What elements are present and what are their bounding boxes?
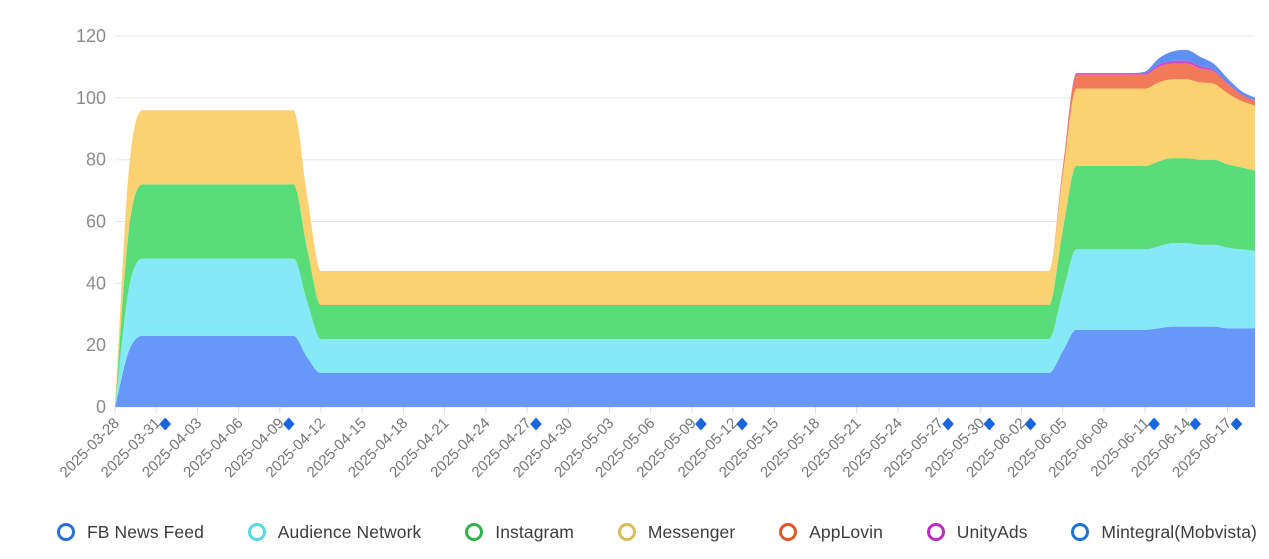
legend-item-audience-network[interactable]: Audience Network bbox=[247, 521, 422, 543]
y-axis-label: 80 bbox=[86, 150, 106, 170]
legend-item-mintegral-mobvista[interactable]: Mintegral(Mobvista) bbox=[1071, 522, 1257, 543]
applovin-ring-icon bbox=[779, 523, 798, 541]
date-flag-diamond[interactable] bbox=[283, 417, 295, 431]
unityads-ring-icon bbox=[926, 523, 945, 541]
legend-label: UnityAds bbox=[956, 521, 1028, 542]
legend-item-fb-news-feed[interactable]: FB News Feed bbox=[57, 522, 204, 543]
legend-item-unityads[interactable]: UnityAds bbox=[926, 521, 1028, 543]
date-flag-diamond[interactable] bbox=[530, 417, 542, 431]
legend-item-messenger[interactable]: Messenger bbox=[617, 521, 736, 543]
stacked-area-chart[interactable]: 0204060801001202025-03-282025-03-312025-… bbox=[0, 0, 1269, 506]
y-axis-label: 120 bbox=[76, 26, 106, 46]
date-flag-diamond[interactable] bbox=[942, 417, 954, 431]
y-axis-label: 0 bbox=[96, 397, 106, 417]
area-series-audience-network[interactable] bbox=[115, 243, 1255, 407]
legend: FB News Feed Audience Network Instagram Mes… bbox=[0, 515, 1269, 549]
instagram-ring-icon bbox=[465, 523, 484, 541]
y-axis-label: 100 bbox=[76, 88, 106, 108]
messenger-ring-icon bbox=[617, 523, 636, 541]
legend-label: Audience Network bbox=[277, 521, 422, 542]
y-axis-label: 60 bbox=[86, 212, 106, 232]
date-flag-diamond[interactable] bbox=[1189, 417, 1202, 431]
date-flag-diamond[interactable] bbox=[1024, 417, 1037, 431]
date-flag-diamond[interactable] bbox=[1148, 417, 1160, 431]
fb-news-feed-ring-icon bbox=[57, 523, 75, 541]
y-axis-label: 40 bbox=[86, 273, 106, 293]
area-series-instagram[interactable] bbox=[115, 158, 1255, 407]
area-series-fb-news-feed[interactable] bbox=[115, 326, 1255, 407]
legend-label: AppLovin bbox=[809, 521, 883, 542]
date-flag-diamond[interactable] bbox=[736, 417, 748, 431]
date-flag-diamond[interactable] bbox=[983, 417, 996, 431]
date-flag-diamond[interactable] bbox=[159, 417, 171, 431]
legend-item-applovin[interactable]: AppLovin bbox=[779, 522, 883, 543]
legend-item-instagram[interactable]: Instagram bbox=[465, 522, 574, 543]
date-flag-diamond[interactable] bbox=[695, 417, 707, 431]
area-series-messenger[interactable] bbox=[115, 79, 1255, 408]
y-axis-label: 20 bbox=[86, 335, 106, 355]
date-flag-diamond[interactable] bbox=[1230, 417, 1243, 431]
audience-network-ring-icon bbox=[247, 523, 266, 541]
legend-label: FB News Feed bbox=[87, 521, 204, 542]
legend-label: Mintegral(Mobvista) bbox=[1101, 521, 1257, 542]
mintegral-mobvista-ring-icon bbox=[1071, 523, 1090, 541]
legend-label: Instagram bbox=[495, 521, 574, 542]
legend-label: Messenger bbox=[647, 521, 736, 542]
